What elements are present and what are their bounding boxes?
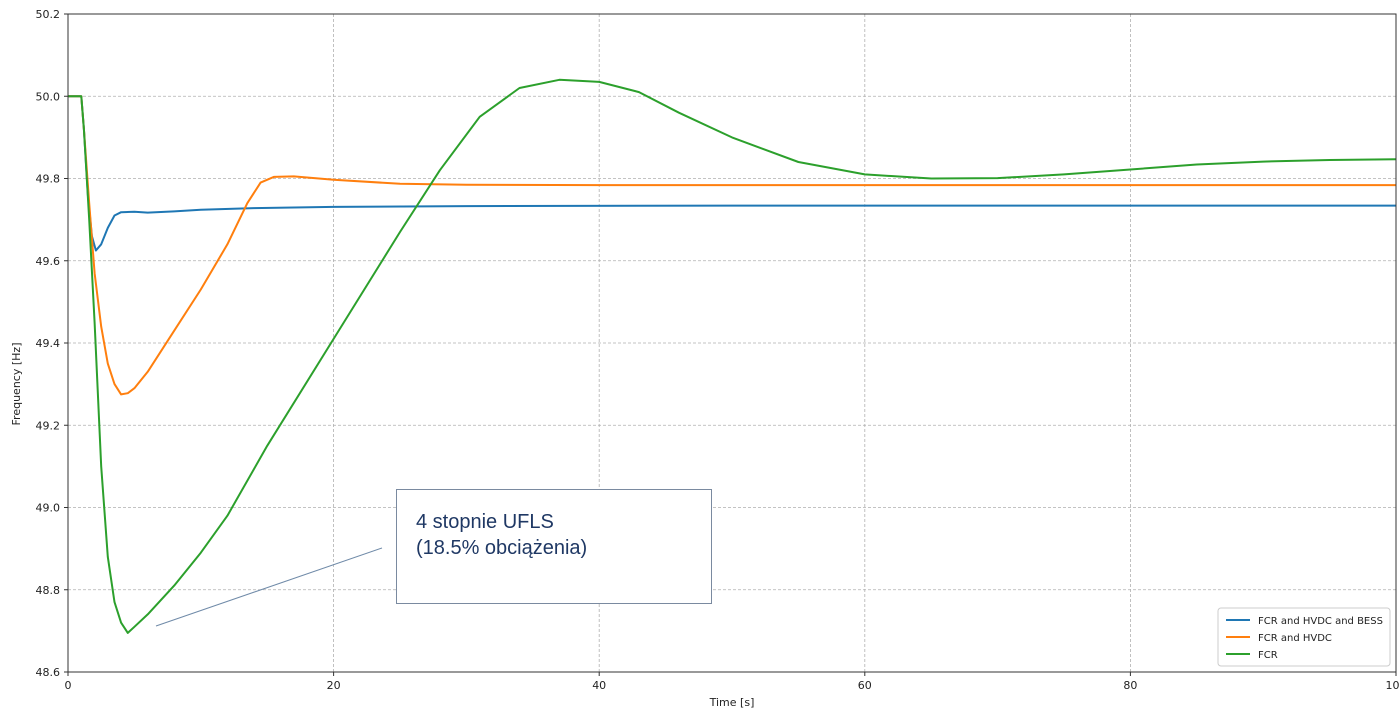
legend: FCR and HVDC and BESS FCR and HVDC FCR [1217,607,1391,667]
series-lines [68,78,1397,634]
x-tick-label: 80 [1123,679,1137,692]
y-axis-label: Frequency [Hz] [10,343,23,426]
y-tick-label: 49.6 [36,255,61,268]
annotation-callout: 4 stopnie UFLS (18.5% obciążenia) [396,489,712,604]
legend-label: FCR and HVDC [1258,633,1332,644]
y-tick-label: 48.6 [36,666,61,679]
legend-label: FCR and HVDC and BESS [1258,616,1383,627]
x-tick-label: 60 [858,679,872,692]
legend-box [1217,607,1391,667]
y-tick-label: 49.0 [36,502,61,515]
legend-label: FCR [1258,650,1278,661]
y-tick-label: 50.2 [36,8,61,21]
callout-pointer [155,547,383,627]
axes: 0 20 40 60 80 100 48.6 48.8 49.0 49.2 49.4 49.6 49.8… [36,8,1399,692]
series-line-3 [68,78,1397,634]
y-tick-label: 48.8 [36,584,61,597]
x-tick-label: 0 [65,679,72,692]
x-axis-label: Time [s] [709,696,755,709]
grid [68,14,1396,672]
x-tick-label: 100 [1386,679,1399,692]
y-tick-label: 49.2 [36,419,61,432]
callout-line-1: 4 stopnie UFLS [416,511,554,533]
x-tick-label: 40 [592,679,606,692]
series-line-1 [68,95,1396,252]
y-tick-label: 50.0 [36,90,61,103]
y-tick-label: 49.8 [36,173,61,186]
callout-pointer-line [155,547,383,627]
plot-frame [67,13,1397,673]
y-tick-label: 49.4 [36,337,61,350]
callout-line-2: (18.5% obciążenia) [416,537,588,559]
series-line-2 [68,95,1396,396]
x-tick-label: 20 [327,679,341,692]
